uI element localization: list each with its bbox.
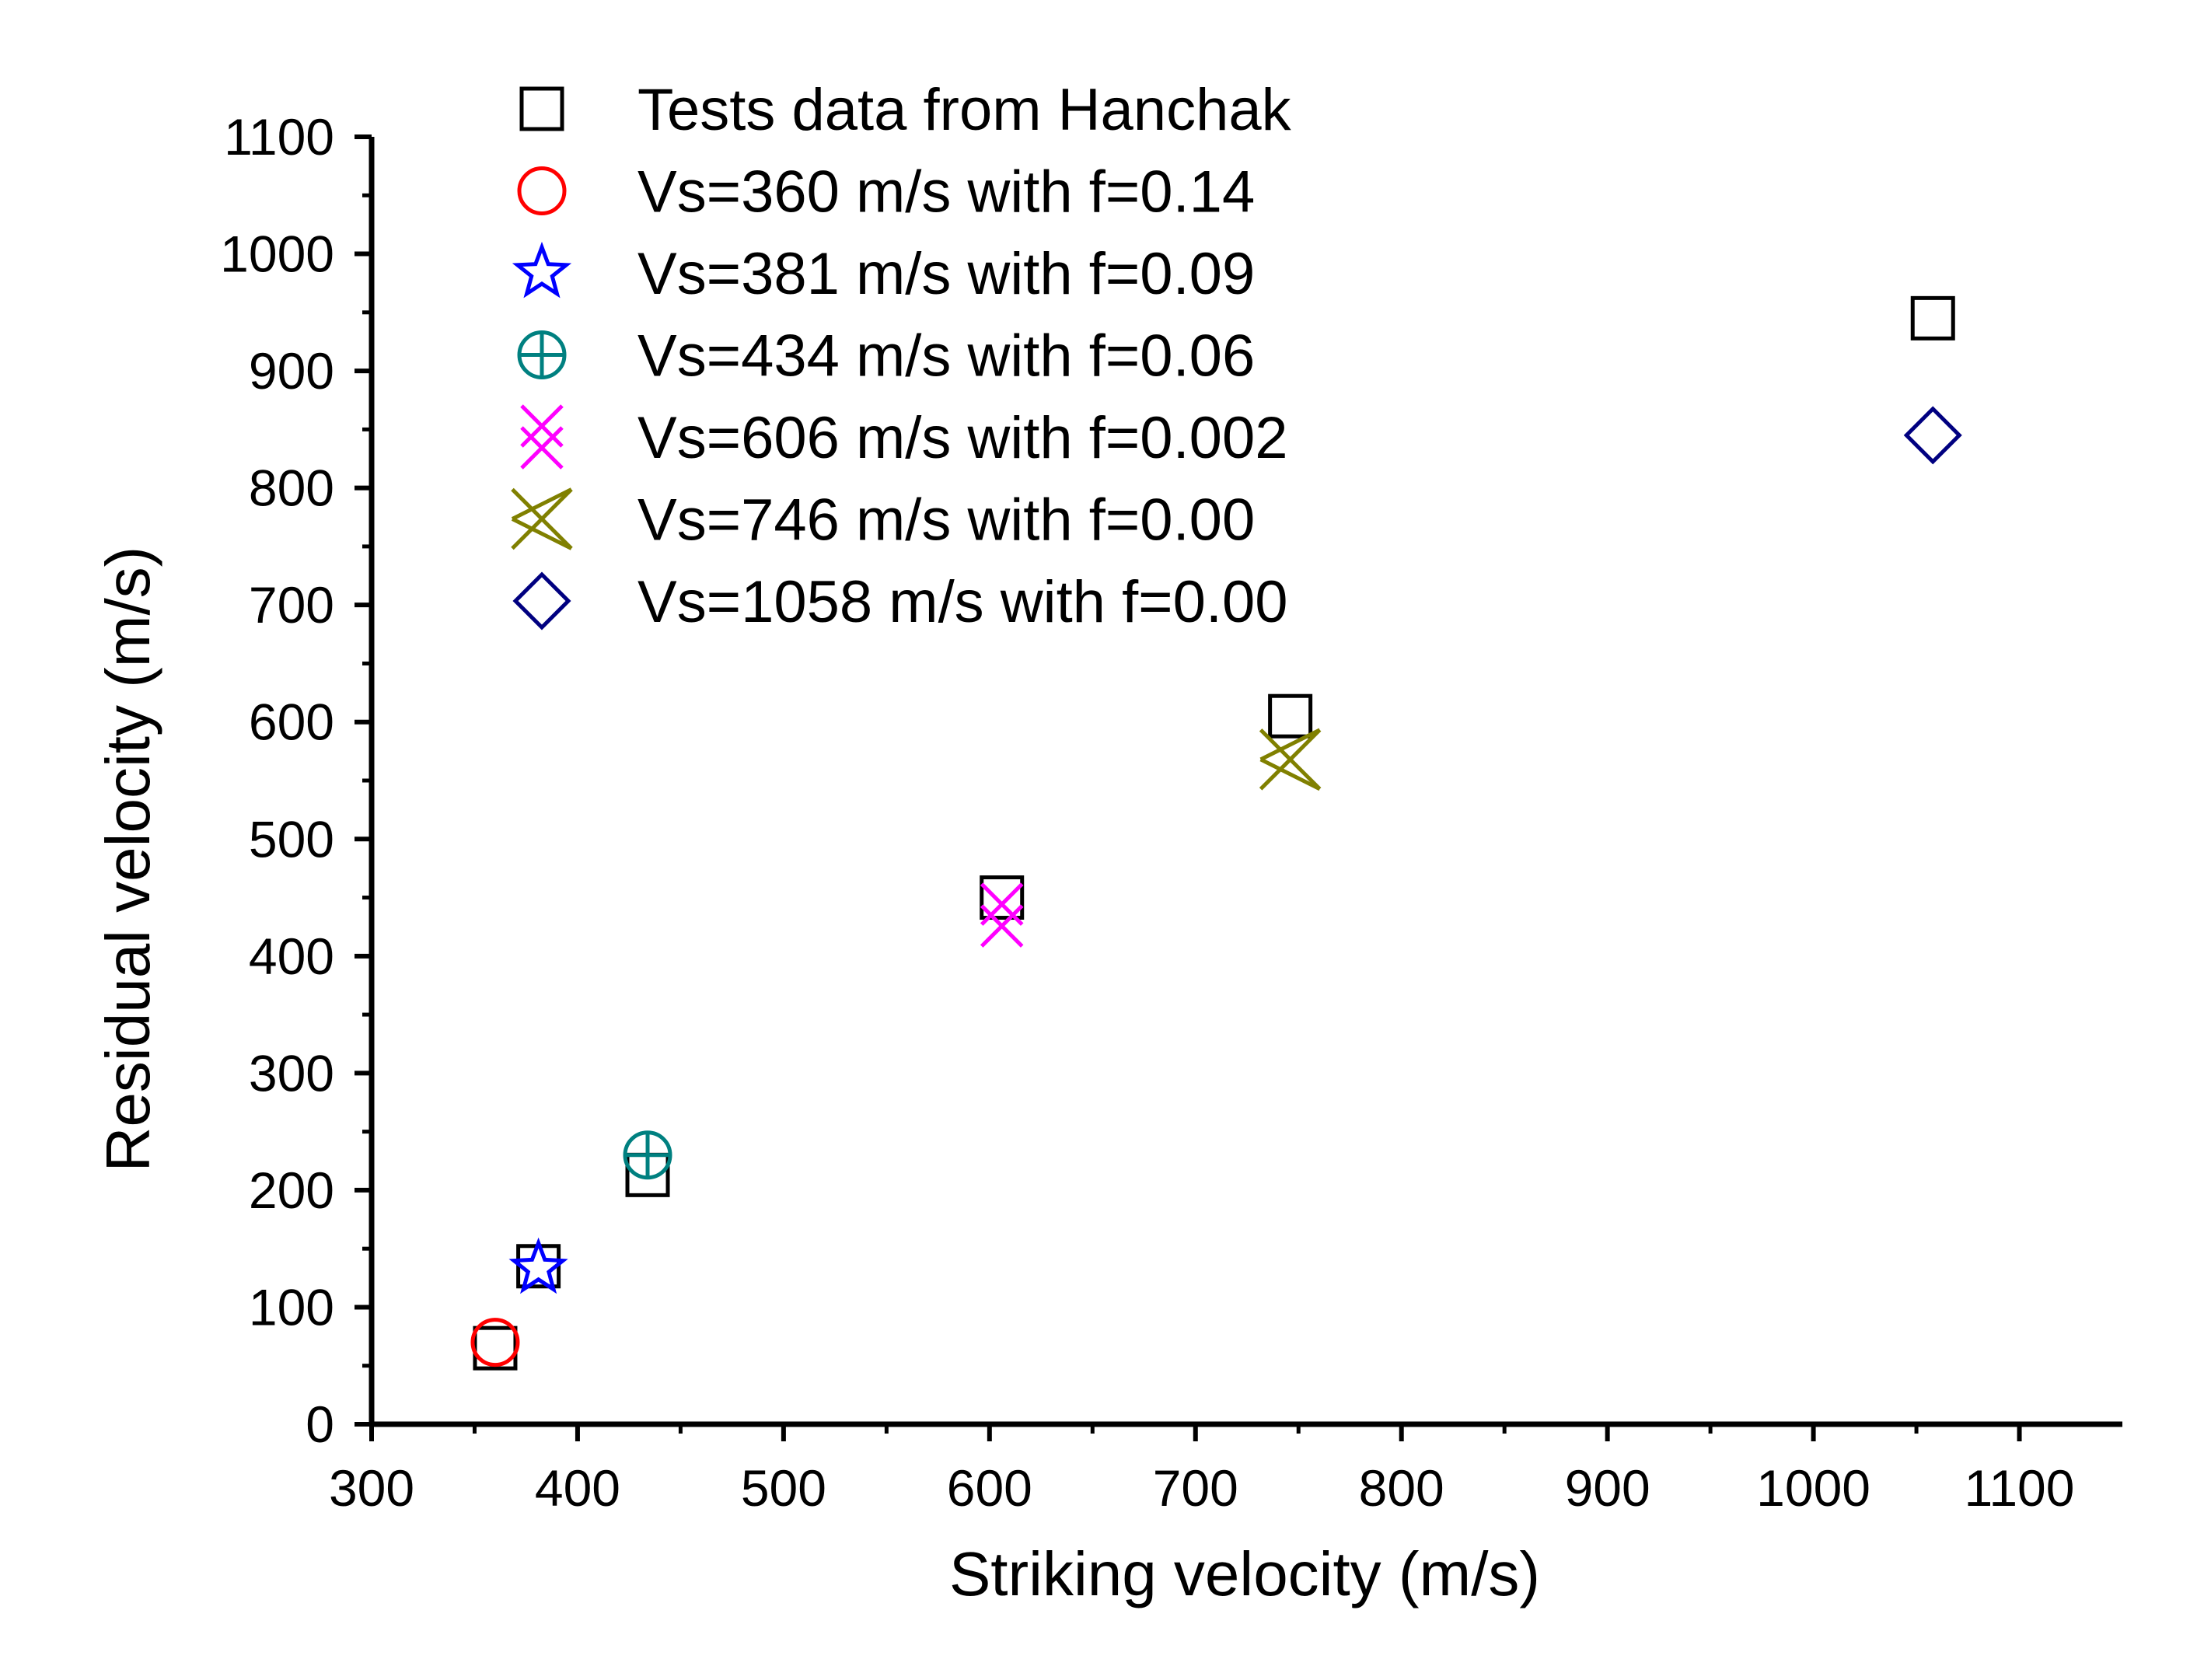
legend-label: Vs=381 m/s with f=0.09: [637, 241, 1255, 307]
data-point-star-2-0: [508, 1237, 568, 1294]
data-point-circle-1-0: [470, 1318, 520, 1367]
x-tick-label: 1100: [1965, 1459, 2075, 1517]
y-axis-title: Residual velocity (m/s): [93, 547, 162, 1172]
data-point-square-0-3: [980, 875, 1025, 920]
circle-marker: [517, 166, 567, 215]
y-tick-label: 600: [249, 693, 334, 751]
legend-label: Vs=434 m/s with f=0.06: [637, 323, 1255, 389]
x-stroke: [980, 904, 1024, 948]
data-point-square-0-4: [1268, 693, 1313, 739]
y-tick-label: 100: [249, 1278, 334, 1336]
data-points: [470, 295, 1962, 1371]
square-marker: [1910, 295, 1955, 341]
diamond-marker: [512, 571, 571, 630]
x-tick-label: 900: [1565, 1459, 1650, 1517]
legend-marker-x-triangle: [511, 487, 573, 550]
triangle-stroke: [511, 487, 573, 521]
y-tick-label: 1000: [220, 225, 334, 283]
y-tick-label: 500: [249, 810, 334, 868]
triangle-stroke: [511, 517, 573, 550]
square-marker: [473, 1325, 518, 1371]
legend-label: Vs=606 m/s with f=0.002: [637, 405, 1287, 471]
y-tick-label: 200: [249, 1161, 334, 1219]
y-tick-label: 900: [249, 342, 334, 400]
triangle-stroke: [1259, 757, 1321, 791]
data-point-x-triangle-5-0: [1259, 728, 1322, 791]
legend-marker-star: [512, 241, 572, 299]
y-tick-label: 800: [249, 459, 334, 517]
x-stroke: [511, 487, 573, 550]
y-tick-label: 300: [249, 1044, 334, 1102]
x-stroke: [980, 882, 1024, 926]
x-tick-label: 800: [1359, 1459, 1444, 1517]
triangle-stroke: [1259, 728, 1321, 762]
data-point-double-x-4-0: [980, 882, 1024, 948]
x-stroke: [520, 404, 564, 448]
y-tick-label: 700: [249, 576, 334, 634]
x-tick-label: 300: [329, 1459, 414, 1517]
y-tick-label: 400: [249, 927, 334, 985]
data-point-circle-plus-3-0: [623, 1130, 672, 1180]
legend-marker-circle-plus: [517, 330, 567, 379]
legend-marker-diamond: [512, 571, 571, 630]
x-stroke: [1259, 728, 1322, 791]
x-tick-label: 400: [535, 1459, 620, 1517]
legend-marker-double-x: [520, 404, 564, 470]
y-tick-label: 1100: [224, 108, 334, 166]
square-marker: [519, 86, 564, 131]
data-point-square-0-0: [473, 1325, 518, 1371]
circle-marker: [470, 1318, 520, 1367]
axes: 300 400 500 600 700 800 900 1000 1100 0 100 200 300 4…: [220, 108, 2122, 1517]
legend-label: Tests data from Hanchak: [637, 77, 1292, 143]
square-marker: [1268, 693, 1313, 739]
star-marker: [512, 241, 572, 299]
diamond-marker: [1903, 406, 1962, 465]
legend-label: Vs=360 m/s with f=0.14: [637, 159, 1255, 225]
legend-label: Vs=746 m/s with f=0.00: [637, 487, 1255, 554]
legend-marker-circle: [517, 166, 567, 215]
legend: Tests data from Hanchak Vs=360 m/s with f…: [511, 77, 1292, 635]
legend-marker-square: [519, 86, 564, 131]
star-marker: [508, 1237, 568, 1294]
data-point-diamond-6-0: [1903, 406, 1962, 465]
y-tick-label: 0: [306, 1395, 334, 1453]
x-tick-label: 600: [947, 1459, 1032, 1517]
x-tick-label: 700: [1153, 1459, 1238, 1517]
square-marker: [980, 875, 1025, 920]
legend-label: Vs=1058 m/s with f=0.00: [637, 569, 1287, 635]
x-axis-title: Striking velocity (m/s): [949, 1539, 1540, 1608]
x-stroke: [520, 426, 564, 470]
x-tick-label: 1000: [1756, 1459, 1870, 1517]
x-tick-label: 500: [741, 1459, 826, 1517]
data-point-square-0-5: [1910, 295, 1955, 341]
